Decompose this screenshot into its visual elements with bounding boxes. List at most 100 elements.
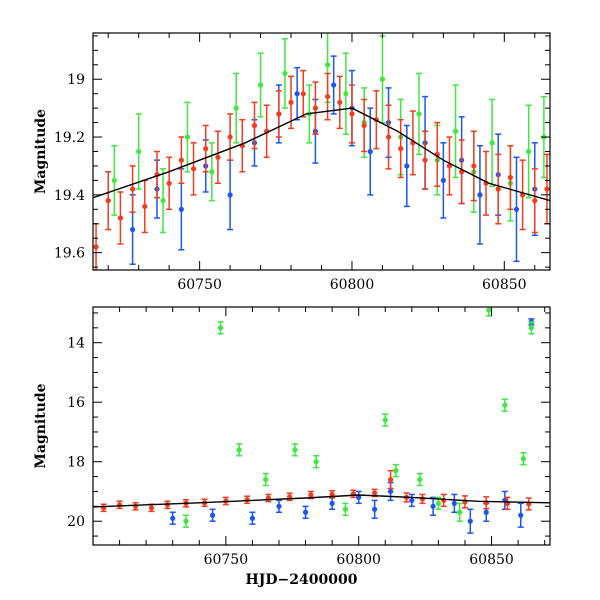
- data-point: [372, 506, 378, 512]
- data-point: [544, 186, 550, 192]
- data-point: [190, 166, 197, 172]
- data-point: [471, 163, 477, 169]
- y-tick-label: 18: [67, 455, 85, 471]
- data-point: [276, 111, 282, 117]
- plot-area: [93, 307, 550, 534]
- data-point: [215, 154, 221, 160]
- model-curve: [93, 494, 550, 508]
- data-point: [343, 91, 349, 97]
- data-point: [451, 500, 457, 506]
- data-point: [282, 70, 288, 77]
- chart-panel-top: 60750 60800 60850 19 19.2 19.4 19.6 Magnitude: [33, 32, 551, 293]
- data-point: [342, 506, 349, 512]
- data-point: [440, 177, 446, 184]
- chart-panel-bottom: 60750 60800 60850 14 16 18 20 Magnitude HJD−2400…: [33, 306, 551, 588]
- x-tick-label: 60750: [177, 277, 222, 293]
- data-point: [329, 500, 335, 506]
- x-tick-label: 60750: [204, 552, 249, 568]
- data-point: [288, 99, 294, 105]
- data-point: [142, 203, 148, 210]
- data-point: [148, 505, 155, 511]
- data-point: [227, 134, 233, 140]
- data-point: [251, 122, 258, 129]
- series-blue: [129, 55, 538, 265]
- data-point: [308, 492, 314, 498]
- data-point: [300, 91, 306, 97]
- data-point: [526, 148, 532, 155]
- y-tick-label: 14: [67, 336, 85, 352]
- data-point: [233, 105, 239, 111]
- series-red: [100, 469, 532, 513]
- x-axis-label: HJD−2400000: [246, 572, 358, 588]
- data-point: [489, 140, 495, 146]
- x-tick-label: 60850: [469, 552, 514, 568]
- data-point: [385, 134, 392, 140]
- data-point: [507, 174, 513, 181]
- y-tick-label: 19.4: [54, 188, 85, 204]
- data-point: [416, 111, 422, 117]
- series-green: [182, 307, 535, 528]
- data-point: [116, 502, 123, 508]
- data-point: [422, 157, 428, 163]
- data-point: [387, 488, 394, 495]
- data-point: [452, 128, 459, 134]
- data-point: [409, 497, 415, 503]
- y-axis-label: Magnitude: [33, 383, 49, 468]
- data-point: [398, 146, 404, 152]
- series-red: [93, 69, 550, 270]
- data-point: [117, 215, 124, 221]
- data-point: [276, 503, 282, 509]
- x-tick-label: 60800: [330, 277, 375, 293]
- data-point: [495, 186, 501, 192]
- data-point: [136, 148, 142, 155]
- data-point: [528, 325, 535, 331]
- data-point: [178, 206, 184, 212]
- data-point: [105, 198, 111, 204]
- data-point: [244, 497, 250, 503]
- data-point: [217, 325, 224, 331]
- data-point: [467, 518, 473, 524]
- data-point: [337, 99, 343, 105]
- data-point: [130, 226, 136, 233]
- data-point: [209, 512, 216, 518]
- data-point: [130, 186, 136, 192]
- data-point: [532, 198, 538, 204]
- data-point: [457, 509, 463, 515]
- data-point: [184, 134, 191, 140]
- data-point: [518, 512, 524, 518]
- data-point: [349, 111, 355, 117]
- y-tick-label: 19.2: [54, 130, 85, 146]
- data-point: [502, 402, 508, 408]
- data-point: [387, 476, 394, 483]
- data-point: [302, 509, 309, 515]
- data-point: [324, 93, 331, 100]
- data-point: [313, 459, 319, 465]
- data-point: [379, 76, 386, 82]
- data-point: [93, 244, 99, 250]
- data-point: [257, 82, 264, 88]
- y-tick-label: 16: [67, 395, 85, 411]
- data-point: [170, 515, 176, 521]
- data-point: [209, 169, 215, 175]
- data-point: [312, 105, 319, 111]
- data-point: [372, 490, 378, 496]
- data-point: [483, 509, 489, 515]
- y-tick-label: 20: [67, 514, 85, 530]
- axes-frame: [92, 32, 551, 271]
- data-point: [249, 515, 256, 521]
- data-point: [263, 476, 269, 483]
- data-point: [382, 417, 388, 423]
- data-point: [227, 192, 233, 198]
- data-point: [477, 192, 483, 198]
- data-point: [404, 163, 410, 169]
- data-point: [183, 518, 189, 524]
- data-point: [329, 491, 335, 498]
- data-point: [520, 456, 527, 462]
- data-point: [356, 494, 362, 500]
- data-point: [160, 198, 166, 204]
- plot-area: [93, 33, 550, 270]
- data-point: [292, 447, 298, 453]
- x-tick-label: 60850: [482, 277, 527, 293]
- data-point: [164, 502, 170, 508]
- data-point: [486, 307, 492, 313]
